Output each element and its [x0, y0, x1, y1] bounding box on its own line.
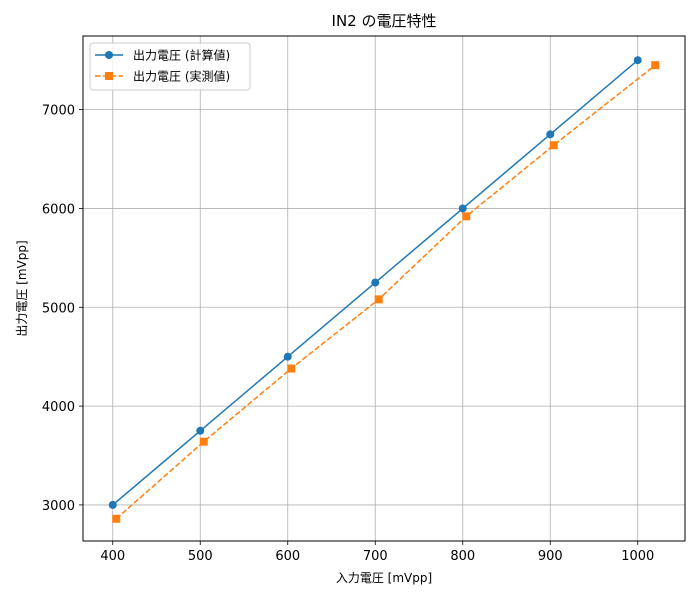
- series-2-point: [549, 141, 558, 150]
- ticks: 400 500 600 700 800 900 1000 3000 4000 5000 6000 70…: [42, 104, 654, 564]
- series-1-point: [546, 130, 555, 139]
- legend: 出力電圧 (計算値) 出力電圧 (実測値): [89, 42, 251, 91]
- y-tick-label: 5000: [42, 301, 75, 316]
- series-2: [112, 61, 660, 523]
- x-tick-label: 900: [538, 549, 563, 564]
- series-1-point: [371, 278, 380, 287]
- legend-box: [89, 42, 251, 91]
- series-2-line: [115, 64, 656, 520]
- series-2-point: [287, 364, 296, 373]
- series-1-point: [633, 56, 642, 65]
- series-layer: [108, 56, 660, 523]
- x-tick-label: 600: [275, 549, 300, 564]
- series-2-point: [651, 61, 660, 70]
- x-tick-label: 1000: [621, 549, 654, 564]
- x-axis-label: 入力電圧 [mVpp]: [336, 571, 432, 585]
- series-2-point: [112, 514, 121, 523]
- y-tick-label: 3000: [42, 499, 75, 514]
- legend-label-1: 出力電圧 (計算値): [133, 48, 230, 63]
- series-1: [108, 56, 642, 509]
- chart-title: IN2 の電圧特性: [332, 12, 437, 30]
- x-tick-label: 400: [100, 549, 125, 564]
- legend-marker-1: [105, 51, 113, 59]
- series-1-point: [108, 500, 117, 509]
- y-axis-label: 出力電圧 [mVpp]: [15, 240, 29, 336]
- legend-marker-2: [105, 72, 113, 80]
- series-1-point: [196, 426, 205, 435]
- y-tick-label: 7000: [42, 104, 75, 119]
- x-tick-label: 800: [450, 549, 475, 564]
- series-1-point: [458, 204, 467, 213]
- series-2-point: [199, 437, 208, 446]
- y-tick-label: 6000: [42, 202, 75, 217]
- series-1-point: [283, 352, 292, 361]
- grid: [83, 36, 685, 541]
- legend-label-2: 出力電圧 (実測値): [133, 69, 230, 84]
- series-2-point: [374, 295, 383, 304]
- y-tick-label: 4000: [42, 400, 75, 415]
- x-tick-label: 700: [363, 549, 388, 564]
- plot-frame: [82, 35, 686, 542]
- x-tick-label: 500: [188, 549, 213, 564]
- series-2-point: [462, 212, 471, 221]
